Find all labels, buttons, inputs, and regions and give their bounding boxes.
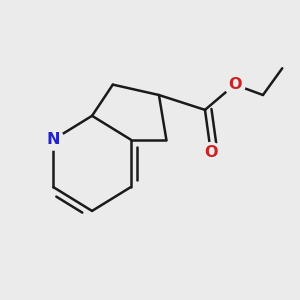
Text: O: O bbox=[204, 146, 218, 160]
Circle shape bbox=[224, 74, 245, 95]
Text: N: N bbox=[47, 132, 60, 147]
Circle shape bbox=[43, 129, 64, 150]
Circle shape bbox=[200, 142, 221, 164]
Text: O: O bbox=[228, 77, 242, 92]
